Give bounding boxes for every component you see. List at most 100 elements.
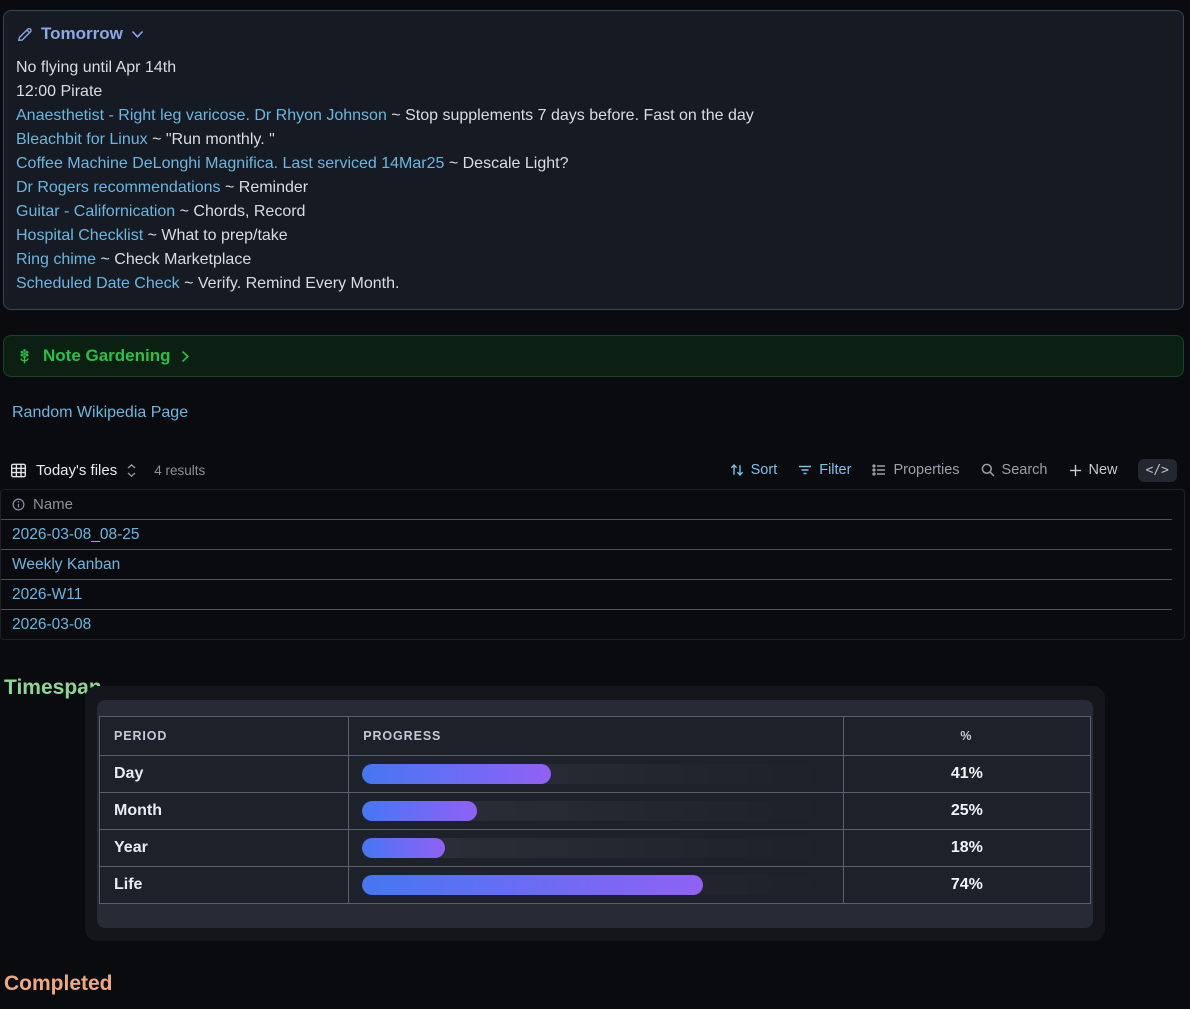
properties-list-icon — [871, 462, 887, 478]
filter-button[interactable]: Filter — [797, 462, 851, 478]
sort-label: Sort — [750, 462, 778, 478]
note-line: Scheduled Date Check ~ Verify. Remind Ev… — [16, 272, 1171, 296]
search-button[interactable]: Search — [980, 462, 1048, 478]
progress-bar-fill — [362, 764, 552, 784]
file-link[interactable]: 2026-W11 — [12, 585, 83, 603]
info-icon — [11, 497, 26, 512]
files-toolbar: Today's files 4 results Sort — [0, 455, 1185, 485]
plus-icon — [1068, 463, 1083, 478]
sort-arrows-icon — [729, 462, 745, 478]
note-text: ~ Descale Light? — [444, 155, 569, 172]
note-link[interactable]: Ring chime — [16, 251, 97, 268]
table-row[interactable]: 2026-W11 — [1, 580, 1172, 610]
chevron-updown-icon[interactable] — [126, 463, 137, 478]
timespan-heading: Timespan — [4, 676, 102, 700]
note-line: Bleachbit for Linux ~ "Run monthly. " — [16, 128, 1171, 152]
sort-button[interactable]: Sort — [729, 462, 778, 478]
note-link[interactable]: Bleachbit for Linux — [16, 131, 148, 148]
note-link[interactable]: Dr Rogers recommendations — [16, 179, 221, 196]
note-line: No flying until Apr 14th — [16, 56, 1171, 80]
progress-bar-fill — [362, 875, 703, 895]
code-view-button[interactable]: </> — [1137, 458, 1177, 482]
properties-label: Properties — [893, 462, 960, 478]
search-label: Search — [1001, 462, 1048, 478]
files-view-title[interactable]: Today's files — [36, 461, 118, 479]
progress-track — [362, 801, 823, 821]
table-row[interactable]: Weekly Kanban — [1, 550, 1172, 580]
period-label: Year — [98, 829, 350, 867]
note-text: ~ Reminder — [220, 179, 309, 196]
tomorrow-title[interactable]: Tomorrow — [41, 24, 123, 43]
period-label: Life — [98, 866, 350, 904]
filter-label: Filter — [819, 462, 852, 478]
period-column-header: PERIOD — [98, 716, 350, 756]
files-column-header[interactable]: Name — [1, 490, 1172, 520]
chevron-right-icon[interactable] — [181, 350, 190, 363]
note-text: 12:00 Pirate — [16, 83, 103, 100]
note-text: ~ What to prep/take — [143, 227, 288, 244]
timespan-card: PERIOD PROGRESS % Day 41% Month 25% Year — [85, 686, 1105, 941]
note-text: No flying until Apr 14th — [16, 59, 177, 76]
table-row[interactable]: 2026-03-08 — [1, 610, 1172, 640]
note-text: ~ Stop supplements 7 days before. Fast o… — [386, 107, 754, 124]
file-link[interactable]: 2026-03-08_08-25 — [12, 525, 140, 543]
name-column-label: Name — [33, 496, 74, 513]
progress-bar-fill — [362, 838, 446, 858]
period-label: Month — [98, 792, 350, 830]
timespan-row: Year 18% — [98, 829, 1092, 867]
tomorrow-panel: Tomorrow No flying until Apr 14th 12:00 … — [3, 10, 1184, 310]
note-link[interactable]: Hospital Checklist — [16, 227, 144, 244]
search-icon — [980, 462, 996, 478]
tomorrow-notes-list: No flying until Apr 14th 12:00 Pirate An… — [16, 56, 1171, 296]
note-text: ~ Check Marketplace — [96, 251, 252, 268]
note-line: 12:00 Pirate — [16, 80, 1171, 104]
file-link[interactable]: Weekly Kanban — [12, 555, 121, 573]
note-text: ~ Chords, Record — [175, 203, 306, 220]
note-link[interactable]: Coffee Machine DeLonghi Magnifica. Last … — [16, 155, 445, 172]
note-line: Dr Rogers recommendations ~ Reminder — [16, 176, 1171, 200]
table-row[interactable]: 2026-03-08_08-25 — [1, 520, 1172, 550]
note-line: Ring chime ~ Check Marketplace — [16, 248, 1171, 272]
note-link[interactable]: Scheduled Date Check — [16, 275, 180, 292]
progress-bar-fill — [362, 801, 478, 821]
files-table: Name 2026-03-08_08-25 Weekly Kanban 2026… — [0, 489, 1185, 640]
progress-track — [362, 764, 823, 784]
percent-value: 18% — [842, 829, 1092, 867]
note-gardening-title[interactable]: Note Gardening — [43, 346, 171, 365]
flower-icon — [16, 348, 33, 365]
note-gardening-panel[interactable]: Note Gardening — [3, 335, 1184, 377]
timespan-table: PERIOD PROGRESS % Day 41% Month 25% Year — [98, 716, 1092, 904]
progress-track — [362, 838, 823, 858]
timespan-header-row: PERIOD PROGRESS % — [98, 716, 1092, 756]
filter-icon — [797, 462, 813, 478]
random-wikipedia-link[interactable]: Random Wikipedia Page — [12, 404, 189, 421]
timespan-row: Life 74% — [98, 866, 1092, 904]
timespan-row: Month 25% — [98, 792, 1092, 830]
percent-value: 25% — [842, 792, 1092, 830]
chevron-down-icon[interactable] — [131, 30, 144, 39]
table-grid-icon — [10, 462, 27, 479]
properties-button[interactable]: Properties — [871, 462, 960, 478]
note-line: Hospital Checklist ~ What to prep/take — [16, 224, 1171, 248]
percent-value: 41% — [842, 755, 1092, 793]
timespan-table-wrapper: PERIOD PROGRESS % Day 41% Month 25% Year — [97, 700, 1093, 928]
note-text: ~ "Run monthly. " — [147, 131, 275, 148]
percent-value: 74% — [842, 866, 1092, 904]
period-label: Day — [98, 755, 350, 793]
note-link[interactable]: Guitar - Californication — [16, 203, 176, 220]
note-line: Guitar - Californication ~ Chords, Recor… — [16, 200, 1171, 224]
timespan-row: Day 41% — [98, 755, 1092, 793]
percent-column-header: % — [842, 716, 1092, 756]
new-label: New — [1088, 462, 1118, 478]
completed-heading: Completed — [4, 972, 113, 996]
note-line: Anaesthetist - Right leg varicose. Dr Rh… — [16, 104, 1171, 128]
file-link[interactable]: 2026-03-08 — [12, 616, 92, 633]
pencil-icon — [16, 26, 33, 43]
note-line: Coffee Machine DeLonghi Magnifica. Last … — [16, 152, 1171, 176]
note-link[interactable]: Anaesthetist - Right leg varicose. Dr Rh… — [16, 107, 387, 124]
results-count: 4 results — [154, 462, 206, 478]
note-text: ~ Verify. Remind Every Month. — [179, 275, 400, 292]
tomorrow-header[interactable]: Tomorrow — [16, 24, 1171, 44]
progress-track — [362, 875, 823, 895]
new-button[interactable]: New — [1068, 462, 1118, 478]
